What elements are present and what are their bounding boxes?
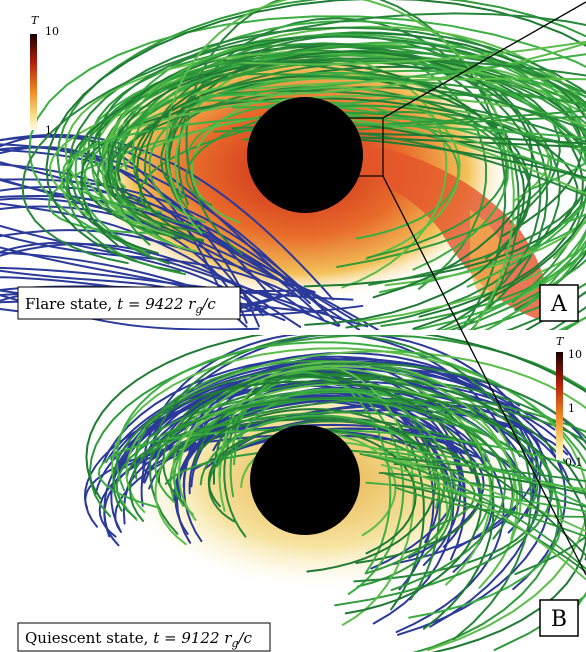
- colorbar-label: 10: [45, 25, 59, 38]
- colorbar-title: T: [31, 14, 40, 27]
- page: {"panel_a": {"colorbar": {"title": "T", …: [0, 0, 586, 652]
- colorbar-title: T: [556, 335, 565, 348]
- caption-text: Quiescent state,: [25, 629, 153, 647]
- colorbar-label: 1: [45, 124, 52, 137]
- black-hole: [247, 97, 363, 213]
- caption-sub: g: [195, 303, 202, 316]
- caption: Quiescent state, t = 9122 rg/c: [25, 629, 253, 650]
- panel-letter: A: [550, 292, 568, 317]
- caption: Flare state, t = 9422 rg/c: [25, 295, 216, 316]
- caption-math: t = 9122 r: [153, 629, 232, 647]
- colorbar-label: 0.1: [565, 456, 583, 469]
- caption-math: t = 9422 r: [117, 295, 196, 313]
- caption-text: Flare state,: [25, 295, 117, 313]
- black-hole: [250, 425, 360, 535]
- caption-tail: /c: [200, 295, 216, 313]
- caption-tail: /c: [236, 629, 252, 647]
- figure: T 10 1 T 10 1 0.1 Flare state, t = 9422 …: [0, 0, 586, 652]
- colorbar: [30, 34, 37, 130]
- colorbar-label: 10: [568, 348, 582, 361]
- panel-letter: B: [551, 607, 567, 632]
- caption-sub: g: [231, 637, 238, 650]
- colorbar: [556, 352, 563, 460]
- body: T 10 1 T 10 1 0.1 Flare state, t = 9422 …: [0, 0, 586, 652]
- colorbar-label: 1: [568, 402, 575, 415]
